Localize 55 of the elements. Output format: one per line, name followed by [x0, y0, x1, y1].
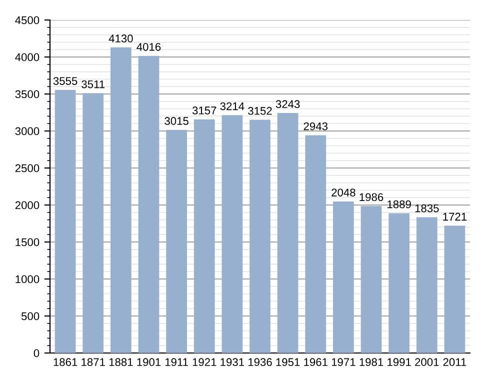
- bar: [194, 119, 215, 353]
- bar: [360, 206, 382, 353]
- x-tick-label: 1971: [332, 358, 356, 366]
- data-label: 1889: [388, 200, 411, 208]
- data-label: 2048: [332, 188, 356, 196]
- x-tick-label: 1871: [82, 358, 105, 366]
- data-label: 3015: [164, 117, 188, 125]
- data-label: 3157: [192, 106, 216, 114]
- x-tick-label: 2001: [415, 358, 439, 366]
- data-label: 4130: [108, 34, 133, 42]
- bar: [222, 115, 243, 353]
- y-tick-label: 4000: [15, 53, 40, 62]
- data-label: 1986: [360, 193, 384, 202]
- bar: [388, 213, 410, 353]
- y-tick-label: 3500: [15, 90, 40, 98]
- bar: [444, 226, 466, 353]
- x-tick-label: 1861: [54, 358, 78, 366]
- bar: [166, 130, 187, 353]
- bar: [110, 47, 132, 353]
- x-tick-label: 1931: [220, 358, 244, 366]
- x-tick-label: 1881: [109, 358, 133, 366]
- y-tick-label: 0: [34, 349, 40, 358]
- data-label: 3511: [82, 80, 105, 88]
- data-label: 1721: [443, 212, 467, 221]
- data-label: 3243: [276, 100, 300, 108]
- data-label: 4016: [136, 42, 161, 51]
- data-label: 1835: [415, 204, 439, 212]
- x-tick-label: 1936: [248, 358, 272, 366]
- bar: [305, 135, 326, 353]
- data-label: 3214: [220, 102, 244, 110]
- x-tick-label: 1911: [165, 358, 188, 366]
- bar: [333, 201, 354, 353]
- y-tick-label: 1000: [16, 275, 40, 284]
- bar: [138, 56, 160, 353]
- y-tick-label: 4500: [15, 16, 40, 24]
- y-tick-label: 1500: [16, 238, 40, 246]
- y-tick-label: 3000: [15, 127, 40, 136]
- x-tick-label: 1921: [192, 358, 216, 366]
- data-label: 3555: [53, 77, 78, 85]
- x-tick-label: 1991: [388, 358, 411, 366]
- y-tick-label: 2500: [15, 164, 40, 172]
- x-tick-label: 1951: [276, 358, 300, 366]
- bar: [82, 93, 104, 353]
- y-tick-label: 2000: [15, 201, 40, 210]
- data-label: 3152: [248, 106, 272, 115]
- data-label: 2943: [304, 122, 328, 130]
- x-tick-label: 1961: [304, 358, 328, 366]
- x-tick-label: 1901: [137, 358, 161, 366]
- y-tick-label: 500: [21, 312, 40, 320]
- bar: [416, 217, 438, 353]
- x-tick-label: 1981: [360, 358, 384, 366]
- bar: [54, 90, 76, 353]
- bar: [250, 120, 270, 353]
- x-tick-label: 2011: [443, 358, 466, 366]
- bar: [277, 113, 298, 353]
